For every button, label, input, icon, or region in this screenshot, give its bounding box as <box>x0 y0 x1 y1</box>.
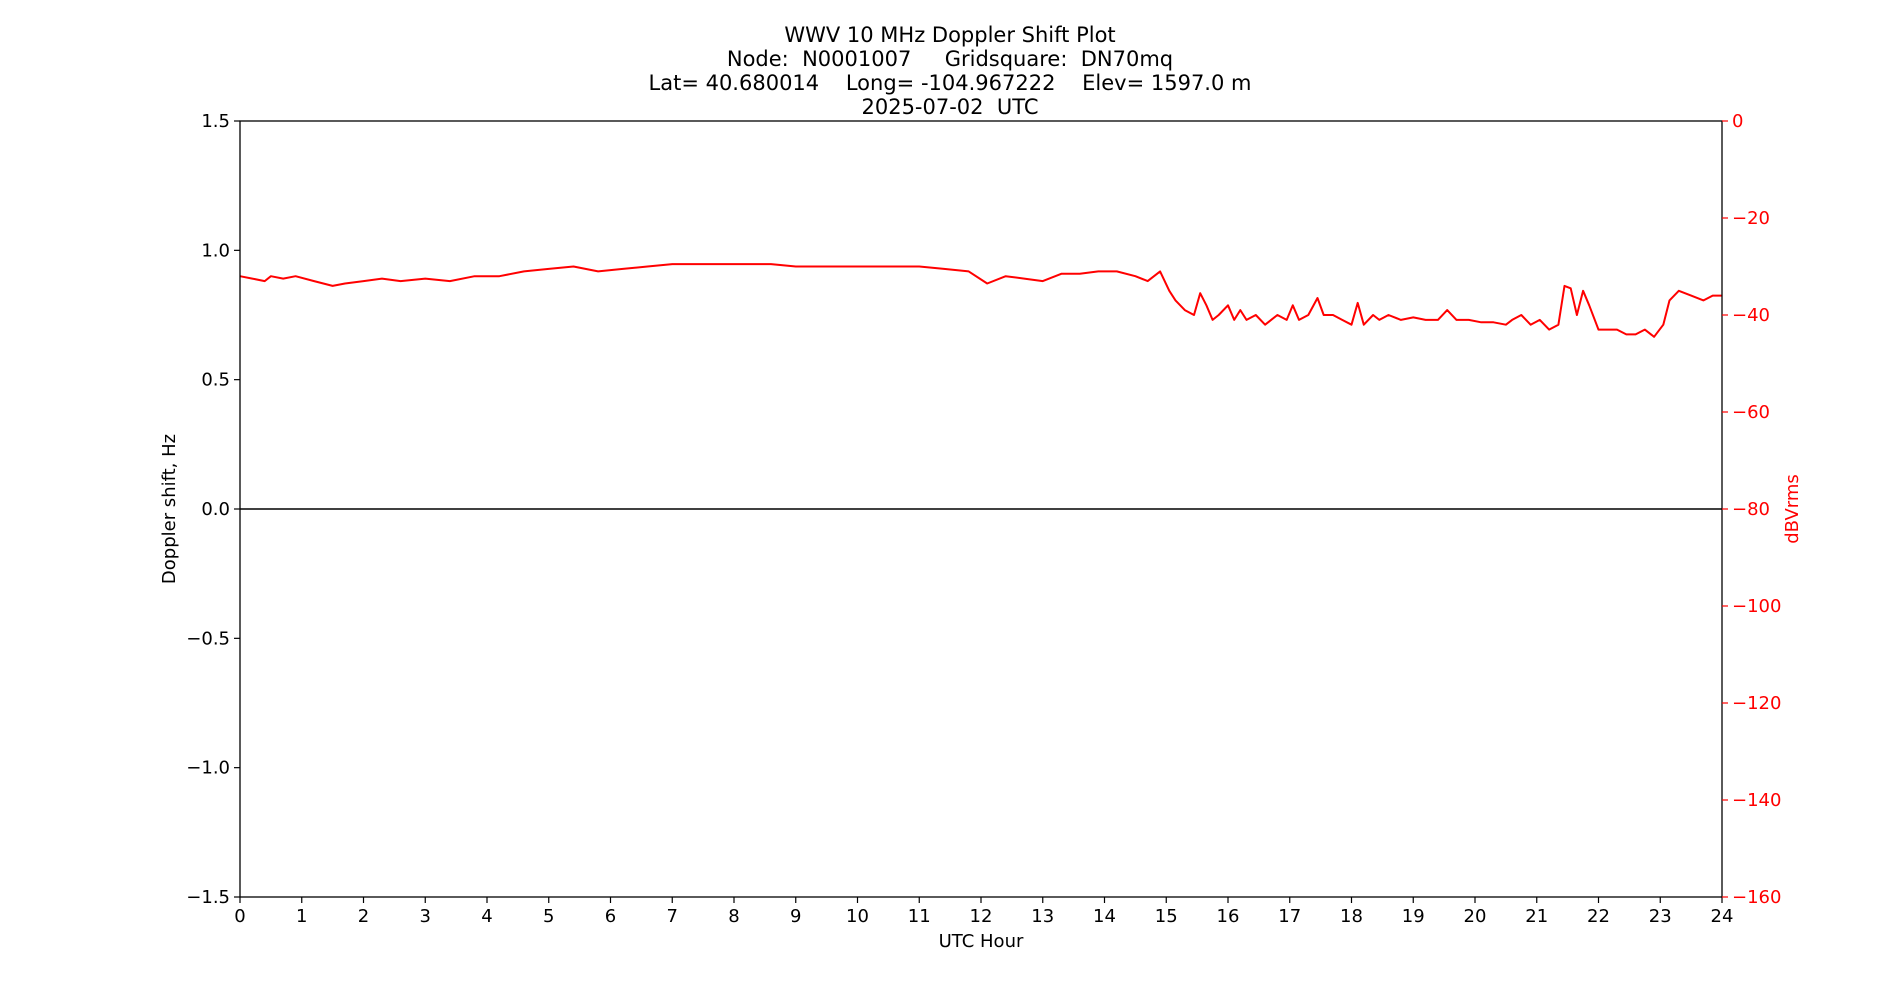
y2-tick-label: 0 <box>1732 111 1743 132</box>
y2-axis-label: dBVrms <box>1782 474 1803 544</box>
x-tick-label: 1 <box>296 906 307 927</box>
y-tick-label: −1.5 <box>186 887 230 908</box>
x-tick-label: 18 <box>1340 906 1363 927</box>
x-tick-label: 4 <box>481 906 492 927</box>
x-tick-label: 12 <box>970 906 993 927</box>
chart-title-line-1: WWV 10 MHz Doppler Shift Plot <box>784 23 1116 47</box>
x-tick-label: 2 <box>358 906 369 927</box>
y-axis-right: 0 −20 −40 −60 −80 −100 −120 −140 −160 <box>1722 111 1781 908</box>
y-axis-label: Doppler shift, Hz <box>159 434 180 584</box>
x-tick-label: 7 <box>667 906 678 927</box>
y-axis-left: 1.5 1.0 0.5 0.0 −0.5 −1.0 −1.5 <box>186 111 240 908</box>
signal-level-line <box>239 263 1722 338</box>
y2-tick-label: −120 <box>1732 693 1781 714</box>
y-tick-label: 0.5 <box>201 370 230 391</box>
x-tick-label: 21 <box>1525 906 1548 927</box>
x-tick-label: 6 <box>605 906 616 927</box>
y-tick-label: 0.0 <box>201 499 230 520</box>
chart-title-line-3: Lat= 40.680014 Long= -104.967222 Elev= 1… <box>648 71 1252 95</box>
x-tick-label: 24 <box>1711 906 1734 927</box>
chart-title-line-4: 2025-07-02 UTC <box>861 95 1039 119</box>
x-tick-label: 22 <box>1587 906 1610 927</box>
x-tick-label: 11 <box>908 906 931 927</box>
chart-title-line-2: Node: N0001007 Gridsquare: DN70mq <box>726 47 1174 71</box>
x-axis-label: UTC Hour <box>939 931 1024 952</box>
y-tick-label: −0.5 <box>186 628 230 649</box>
x-tick-label: 23 <box>1649 906 1672 927</box>
x-tick-label: 14 <box>1093 906 1116 927</box>
x-tick-label: 19 <box>1402 906 1425 927</box>
x-tick-label: 17 <box>1278 906 1301 927</box>
x-tick-label: 10 <box>846 906 869 927</box>
x-tick-label: 0 <box>234 906 245 927</box>
y2-tick-label: −140 <box>1732 790 1781 811</box>
y2-tick-label: −60 <box>1732 402 1770 423</box>
x-tick-label: 8 <box>728 906 739 927</box>
y2-tick-label: −160 <box>1732 887 1781 908</box>
y-tick-label: 1.5 <box>201 111 230 132</box>
y-tick-label: −1.0 <box>186 758 230 779</box>
y2-tick-label: −40 <box>1732 305 1770 326</box>
x-tick-label: 15 <box>1155 906 1178 927</box>
x-axis: 0 1 2 3 4 5 6 7 8 9 10 11 12 13 14 15 16 17 18 19 20 21 22 23 24 <box>234 897 1733 927</box>
x-tick-label: 9 <box>790 906 801 927</box>
y2-tick-label: −100 <box>1732 596 1781 617</box>
y-tick-label: 1.0 <box>201 240 230 261</box>
x-tick-label: 16 <box>1217 906 1240 927</box>
y2-tick-label: −80 <box>1732 499 1770 520</box>
x-tick-label: 20 <box>1464 906 1487 927</box>
series-layer <box>239 263 1722 510</box>
x-tick-label: 3 <box>420 906 431 927</box>
x-tick-label: 5 <box>543 906 554 927</box>
x-tick-label: 13 <box>1031 906 1054 927</box>
y2-tick-label: −20 <box>1732 208 1770 229</box>
